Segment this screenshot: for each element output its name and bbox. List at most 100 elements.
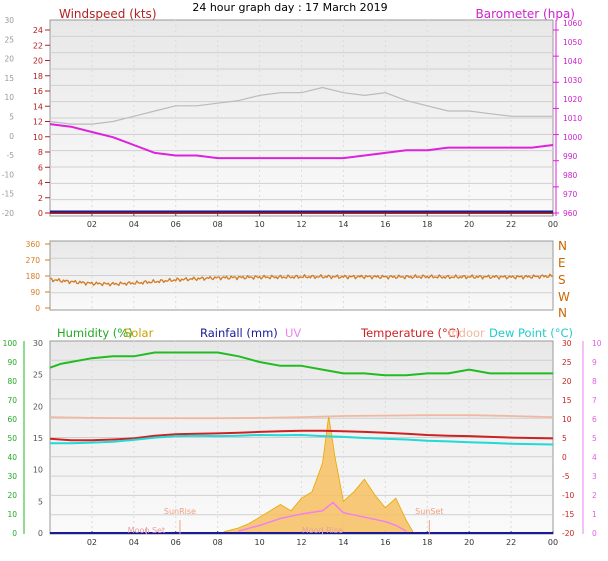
windspeed-tick-label: 0 bbox=[38, 209, 43, 218]
uv-tick-label: 8 bbox=[592, 377, 597, 386]
humidity-tick-label: 20 bbox=[7, 491, 17, 500]
panel-1-outer-left-ticks: -20 -15 -10 -5 0 5 10 15 20 25 30 bbox=[2, 16, 14, 218]
legend-rainfall: Rainfall (mm) bbox=[200, 326, 278, 340]
outer-left-tick-label: 0 bbox=[9, 132, 14, 141]
temperature-tick-label: -20 bbox=[562, 529, 574, 538]
p3-x-label: 08 bbox=[213, 538, 223, 547]
uv-tick-label: 7 bbox=[592, 396, 597, 405]
p3-x-label: 04 bbox=[129, 538, 139, 547]
humidity-tick-label: 60 bbox=[7, 415, 17, 424]
p1-x-label: 10 bbox=[254, 220, 264, 229]
inner-left-tick-label: 20 bbox=[33, 402, 43, 411]
humidity-tick-label: 90 bbox=[7, 358, 17, 367]
barometer-tick-label: 960 bbox=[563, 209, 578, 218]
inner-left-tick-label: 30 bbox=[33, 339, 43, 348]
panel-2-series bbox=[49, 273, 554, 287]
barometer-tick-label: 980 bbox=[563, 171, 578, 180]
p3-x-label: 12 bbox=[296, 538, 306, 547]
uv-tick-label: 5 bbox=[592, 434, 597, 443]
panel-3-outer-right-ticks: 0 1 2 3 4 5 6 7 8 9 10 bbox=[582, 339, 602, 538]
outer-left-tick-label: 5 bbox=[9, 113, 14, 122]
series-humidity bbox=[49, 351, 553, 377]
series-barometer_trace bbox=[49, 86, 553, 125]
humidity-tick-label: 80 bbox=[7, 377, 17, 386]
p1-x-label: 02 bbox=[87, 220, 97, 229]
humidity-tick-label: 0 bbox=[12, 529, 17, 538]
uv-tick-label: 1 bbox=[592, 510, 597, 519]
p1-x-label: 00 bbox=[548, 220, 558, 229]
barometer-tick-label: 1020 bbox=[563, 95, 582, 104]
annotation-label: SunSet bbox=[415, 507, 443, 516]
wind-dir-tick-label: 180 bbox=[26, 272, 41, 281]
outer-left-tick-label: -15 bbox=[2, 190, 14, 199]
panel-3-right-ticks: -20 -15 -10 -5 0 5 10 15 20 25 30 bbox=[562, 339, 574, 538]
uv-tick-label: 6 bbox=[592, 415, 597, 424]
annotation-label: Moon Rise bbox=[302, 526, 343, 535]
barometer-tick-label: 1000 bbox=[563, 133, 582, 142]
windspeed-tick-label: 24 bbox=[33, 26, 43, 35]
compass-label: S bbox=[558, 273, 566, 287]
wind-dir-tick-label: 270 bbox=[26, 256, 41, 265]
panel-3-series bbox=[49, 351, 554, 534]
temperature-tick-label: -10 bbox=[562, 491, 574, 500]
barometer-tick-label: 970 bbox=[563, 190, 578, 199]
windspeed-axis-label: Windspeed (kts) bbox=[59, 7, 157, 21]
humidity-tick-label: 100 bbox=[3, 339, 18, 348]
wind-dir-tick-label: 360 bbox=[26, 240, 41, 249]
outer-left-tick-label: 25 bbox=[4, 35, 14, 44]
humidity-tick-label: 50 bbox=[7, 434, 17, 443]
p1-x-label: 06 bbox=[171, 220, 181, 229]
panel-1-x-ticks: 02 04 06 08 10 12 14 16 18 20 22 00 bbox=[87, 213, 558, 229]
p3-x-label: 06 bbox=[171, 538, 181, 547]
windspeed-tick-label: 12 bbox=[33, 118, 43, 127]
windspeed-tick-label: 6 bbox=[38, 163, 43, 172]
p3-x-label: 18 bbox=[422, 538, 432, 547]
uv-tick-label: 0 bbox=[592, 529, 597, 538]
windspeed-tick-label: 22 bbox=[33, 41, 43, 50]
legend-uv: UV bbox=[285, 326, 301, 340]
p3-x-label: 16 bbox=[380, 538, 390, 547]
legend-temperature: Temperature (°C) bbox=[360, 326, 460, 340]
annotation-label: SunRise bbox=[164, 507, 196, 516]
barometer-tick-label: 1030 bbox=[563, 76, 582, 85]
inner-left-tick-label: 25 bbox=[33, 371, 43, 380]
panel-1-gridlines bbox=[50, 20, 553, 216]
chart-title: 24 hour graph day : 17 March 2019 bbox=[192, 1, 387, 14]
series-uv bbox=[238, 501, 407, 532]
compass-label: N bbox=[558, 306, 567, 320]
panel-3-inner-left-ticks: 0 5 10 15 20 25 30 bbox=[33, 339, 43, 538]
p3-x-label: 02 bbox=[87, 538, 97, 547]
panel-3-legend: Humidity (%) Solar Rainfall (mm) UV Temp… bbox=[57, 326, 573, 340]
windspeed-tick-label: 2 bbox=[38, 194, 43, 203]
uv-tick-label: 3 bbox=[592, 472, 597, 481]
temperature-tick-label: 10 bbox=[562, 415, 572, 424]
panel-1-outer-right-ticks: 960 970 980 990 1000 1010 1020 1030 1040 1050 1060 bbox=[563, 19, 582, 218]
series-wind_dir bbox=[49, 273, 554, 287]
panel-2-left-ticks: 0 90 180 270 360 bbox=[26, 240, 50, 313]
p1-x-label: 18 bbox=[422, 220, 432, 229]
temperature-tick-label: 5 bbox=[562, 434, 567, 443]
outer-left-tick-label: -10 bbox=[2, 170, 14, 179]
compass-label: N bbox=[558, 239, 567, 253]
legend-solar: Solar bbox=[124, 326, 154, 340]
legend-indoor: Indoor bbox=[448, 326, 485, 340]
windspeed-tick-label: 14 bbox=[33, 102, 43, 111]
panel-wind-barometer: Windspeed (kts) Barometer (hpa) -20 -15 -1… bbox=[2, 7, 583, 229]
p1-x-label: 04 bbox=[129, 220, 139, 229]
panel-1-series bbox=[49, 86, 554, 214]
p3-x-label: 22 bbox=[506, 538, 516, 547]
series-dew-point bbox=[50, 434, 554, 446]
panel-3-left-ticks: 0 10 20 30 40 50 60 70 80 90 100 bbox=[3, 339, 25, 538]
compass-label: E bbox=[558, 256, 566, 270]
humidity-tick-label: 70 bbox=[7, 396, 17, 405]
outer-left-tick-label: 20 bbox=[4, 55, 14, 64]
p1-x-label: 20 bbox=[464, 220, 474, 229]
p3-x-label: 20 bbox=[464, 538, 474, 547]
outer-left-tick-label: -5 bbox=[7, 151, 15, 160]
barometer-tick-label: 1050 bbox=[563, 38, 582, 47]
barometer-tick-label: 1040 bbox=[563, 57, 582, 66]
